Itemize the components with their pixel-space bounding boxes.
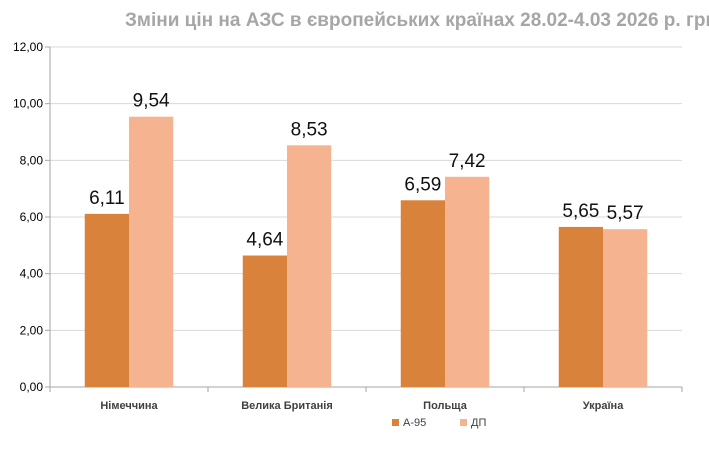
bar	[84, 213, 129, 387]
bar	[287, 145, 332, 387]
y-tick-label: 2,00	[20, 323, 44, 337]
x-tick-label: Німеччина	[100, 400, 158, 412]
data-label: 6,59	[404, 174, 441, 195]
data-labels-layer: 6,11 4,64 6,59 5,65 9,54 8,53 7,42 5,57	[89, 91, 644, 251]
legend-swatch	[460, 419, 467, 426]
y-tick-label: 10,00	[13, 97, 43, 111]
data-label: 8,53	[291, 119, 328, 140]
data-label: 5,65	[562, 201, 599, 222]
bars-layer	[84, 116, 648, 387]
axis-layer: 0,00 2,00 4,00 6,00 8,00 10,00 12,00 Німеччина В…	[13, 40, 683, 412]
x-tick-label: Україна	[583, 400, 625, 412]
x-tick-label: Велика Британія	[241, 400, 333, 412]
bar	[242, 255, 287, 387]
y-tick-label: 0,00	[20, 380, 44, 394]
bar	[603, 229, 648, 387]
legend: А-95 ДП	[392, 417, 486, 429]
y-tick-label: 8,00	[20, 153, 44, 167]
bar	[129, 116, 174, 387]
data-label: 5,57	[607, 203, 644, 224]
legend-label: А-95	[403, 417, 426, 429]
x-tick-label: Польща	[423, 400, 468, 412]
data-label: 7,42	[449, 151, 486, 172]
chart-title: Зміни цін на АЗС в європейських країнах …	[125, 10, 709, 31]
y-tick-label: 6,00	[20, 210, 44, 224]
y-tick-label: 12,00	[13, 40, 43, 54]
legend-swatch	[392, 419, 399, 426]
data-label: 4,64	[246, 230, 283, 251]
legend-label: ДП	[471, 417, 486, 429]
bar	[445, 176, 490, 387]
data-label: 9,54	[133, 91, 170, 112]
data-label: 6,11	[89, 188, 125, 209]
bar	[400, 200, 445, 387]
y-tick-label: 4,00	[20, 267, 44, 281]
bar	[558, 226, 603, 387]
